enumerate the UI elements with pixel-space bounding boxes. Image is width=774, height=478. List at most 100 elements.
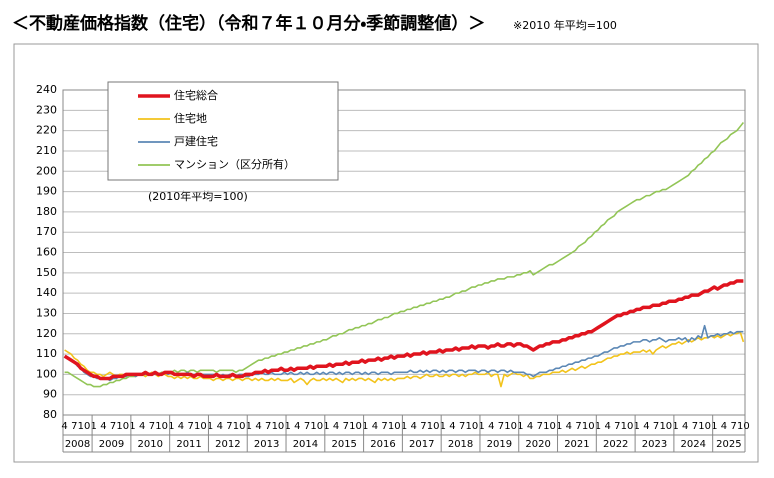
x-tick-label: 7 — [459, 421, 465, 432]
y-tick-label: 110 — [36, 347, 57, 360]
y-tick-label: 210 — [36, 144, 57, 157]
x-tick-label: 1 — [556, 421, 562, 432]
x-tick-label: 4 — [100, 421, 106, 432]
year-label: 2016 — [370, 439, 395, 450]
x-tick-label: 10 — [194, 421, 207, 432]
page-title: ＜不動産価格指数（住宅）（令和７年１０月分・季節調整値）＞ — [12, 13, 485, 34]
x-tick-label: 1 — [711, 421, 717, 432]
x-tick-label: 4 — [566, 421, 572, 432]
chart-frame — [13, 43, 759, 463]
x-tick-label: 7 — [730, 421, 736, 432]
legend-label: 戸建住宅 — [174, 134, 218, 148]
y-tick-label: 160 — [36, 246, 57, 259]
series-line — [63, 279, 744, 381]
year-label: 2021 — [564, 439, 589, 450]
x-tick-label: 1 — [672, 421, 678, 432]
y-tick-label: 80 — [43, 408, 57, 421]
y-tick-label: 120 — [36, 327, 57, 340]
x-tick-label: 1 — [517, 421, 523, 432]
x-tick-label: 7 — [187, 421, 193, 432]
x-tick-label: 1 — [478, 421, 484, 432]
x-tick-label: 4 — [488, 421, 494, 432]
year-label: 2018 — [448, 439, 473, 450]
y-tick-label: 190 — [36, 185, 57, 198]
year-label: 2012 — [215, 439, 240, 450]
x-tick-label: 10 — [78, 421, 91, 432]
y-tick-label: 130 — [36, 306, 57, 319]
x-tick-label: 4 — [604, 421, 610, 432]
x-tick-label: 7 — [304, 421, 310, 432]
annotation: (2010年平均=100) — [148, 189, 248, 203]
year-label: 2008 — [65, 439, 90, 450]
x-tick-label: 10 — [310, 421, 323, 432]
x-tick-label: 7 — [226, 421, 232, 432]
x-tick-label: 10 — [698, 421, 711, 432]
x-tick-label: 10 — [737, 421, 750, 432]
x-tick-label: 4 — [643, 421, 649, 432]
year-label: 2022 — [603, 439, 628, 450]
legend-label: マンション（区分所有） — [174, 157, 295, 171]
year-label: 2020 — [525, 439, 550, 450]
x-tick-label: 1 — [129, 421, 135, 432]
x-tick-label: 4 — [682, 421, 688, 432]
year-label: 2015 — [331, 439, 356, 450]
x-tick-label: 10 — [466, 421, 479, 432]
x-tick-label: 7 — [149, 421, 155, 432]
series-line — [64, 330, 745, 388]
y-tick-label: 150 — [36, 266, 57, 279]
y-tick-label: 170 — [36, 225, 57, 238]
x-tick-label: 1 — [246, 421, 252, 432]
x-tick-label: 10 — [155, 421, 168, 432]
x-tick-label: 7 — [420, 421, 426, 432]
x-tick-label: 7 — [614, 421, 620, 432]
x-tick-label: 1 — [362, 421, 368, 432]
x-tick-label: 10 — [116, 421, 129, 432]
x-tick-label: 4 — [217, 421, 223, 432]
x-tick-label: 7 — [110, 421, 116, 432]
x-tick-label: 10 — [427, 421, 440, 432]
x-tick-label: 10 — [659, 421, 672, 432]
x-tick-label: 1 — [634, 421, 640, 432]
x-tick-label: 10 — [233, 421, 246, 432]
y-tick-label: 220 — [36, 124, 57, 137]
x-tick-label: 10 — [582, 421, 595, 432]
x-tick-label: 1 — [168, 421, 174, 432]
y-tick-label: 140 — [36, 286, 57, 299]
year-label: 2023 — [642, 439, 667, 450]
x-tick-label: 7 — [381, 421, 387, 432]
x-tick-label: 7 — [343, 421, 349, 432]
x-tick-label: 1 — [595, 421, 601, 432]
legend-box — [107, 81, 339, 181]
year-label: 2025 — [716, 439, 741, 450]
x-tick-label: 4 — [411, 421, 417, 432]
y-tick-label: 90 — [43, 388, 57, 401]
series-line — [64, 122, 745, 388]
x-tick-label: 1 — [440, 421, 446, 432]
note: ※2010 年平均=100 — [513, 18, 617, 32]
x-tick-label: 4 — [61, 421, 67, 432]
x-tick-label: 1 — [284, 421, 290, 432]
x-tick-label: 4 — [255, 421, 261, 432]
x-tick-label: 10 — [621, 421, 634, 432]
year-label: 2014 — [293, 439, 318, 450]
year-label: 2010 — [138, 439, 163, 450]
x-tick-label: 10 — [272, 421, 285, 432]
x-tick-label: 1 — [401, 421, 407, 432]
legend-label: 住宅総合 — [174, 88, 218, 102]
x-tick-label: 10 — [543, 421, 556, 432]
x-tick-label: 4 — [721, 421, 727, 432]
x-tick-label: 7 — [692, 421, 698, 432]
x-tick-label: 7 — [498, 421, 504, 432]
y-tick-label: 230 — [36, 103, 57, 116]
x-tick-label: 4 — [372, 421, 378, 432]
x-tick-label: 4 — [333, 421, 339, 432]
x-tick-label: 7 — [653, 421, 659, 432]
legend-label: 住宅地 — [174, 111, 207, 125]
year-label: 2013 — [254, 439, 279, 450]
x-tick-label: 10 — [349, 421, 362, 432]
year-label: 2009 — [99, 439, 124, 450]
year-label: 2019 — [487, 439, 512, 450]
